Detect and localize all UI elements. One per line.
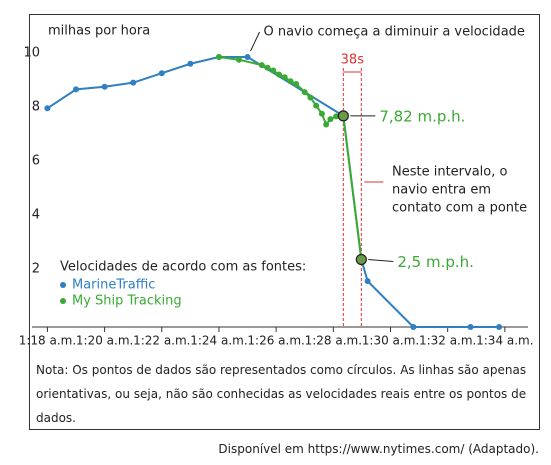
annotation-arrow xyxy=(368,259,394,262)
data-point xyxy=(258,62,265,69)
annotation: 2,5 m.p.h. xyxy=(397,253,474,271)
data-point xyxy=(244,54,251,60)
data-point xyxy=(276,71,282,78)
data-point xyxy=(327,116,334,123)
x-tick-label: 1:20 a.m. xyxy=(76,334,133,348)
annotation: navio entra em xyxy=(392,183,491,198)
data-point xyxy=(333,113,340,120)
chart: milhas por hora 1:18 a.m. 1:20 a.m. 1:22 a… xyxy=(19,24,534,348)
y-tick-label: 6 xyxy=(32,154,40,169)
data-point xyxy=(313,102,320,109)
legend-marker xyxy=(60,282,66,288)
y-tick-label: 2 xyxy=(32,262,40,277)
annotation: contato com a ponte xyxy=(392,201,527,216)
series-line xyxy=(218,56,363,260)
y-tick-label: 8 xyxy=(32,100,40,115)
data-point xyxy=(318,110,325,117)
highlight-point xyxy=(355,253,367,266)
data-point xyxy=(158,70,165,77)
data-point xyxy=(287,78,294,85)
frame xyxy=(29,14,540,430)
data-point xyxy=(270,67,277,74)
y-tick-label: 4 xyxy=(32,208,40,223)
data-point xyxy=(301,89,308,96)
legend-label: MarineTraffic xyxy=(72,278,155,293)
x-tick-label: 1:24 a.m. xyxy=(190,334,247,348)
annotation: O navio começa a diminuir a velocidade xyxy=(264,25,525,40)
interval-label: 38s xyxy=(341,53,365,68)
data-point xyxy=(215,54,222,60)
x-tick-label: 1:32 a.m. xyxy=(419,334,476,348)
data-point xyxy=(44,105,51,112)
data-point xyxy=(467,324,474,330)
data-point xyxy=(130,79,137,86)
data-point xyxy=(323,121,330,128)
annotation: Neste intervalo, o xyxy=(392,165,508,180)
data-point xyxy=(293,81,300,87)
x-tick-label: 1:22 a.m. xyxy=(133,334,190,348)
legend-label: My Ship Tracking xyxy=(72,294,182,309)
data-point xyxy=(281,74,288,81)
annotation-arrow xyxy=(250,31,261,52)
data-point xyxy=(410,324,417,330)
data-point xyxy=(307,94,314,101)
x-tick-label: 1:34 a.m. xyxy=(476,334,533,348)
data-point xyxy=(101,83,108,90)
source: Disponível em https://www.nytimes.com/ (… xyxy=(218,442,539,456)
note: Nota: Os pontos de dados são representad… xyxy=(36,363,527,425)
annotation: 7,82 m.p.h. xyxy=(379,107,465,125)
x-tick-label: 1:18 a.m. xyxy=(19,334,76,348)
data-point xyxy=(496,324,503,330)
x-tick-label: 1:28 a.m. xyxy=(305,334,362,348)
x-tick-label: 1:26 a.m. xyxy=(247,334,304,348)
y-axis-label: milhas por hora xyxy=(48,24,150,39)
data-point xyxy=(73,86,80,93)
data-point xyxy=(235,56,242,63)
legend-marker xyxy=(60,298,66,304)
y-tick-label: 10 xyxy=(23,46,40,61)
data-point xyxy=(364,278,371,285)
series-line xyxy=(46,56,500,328)
legend-title: Velocidades de acordo com as fontes: xyxy=(60,260,306,275)
data-point xyxy=(187,60,194,67)
x-tick-label: 1:30 a.m. xyxy=(362,334,419,348)
highlight-point xyxy=(337,110,349,122)
data-point xyxy=(264,64,271,71)
